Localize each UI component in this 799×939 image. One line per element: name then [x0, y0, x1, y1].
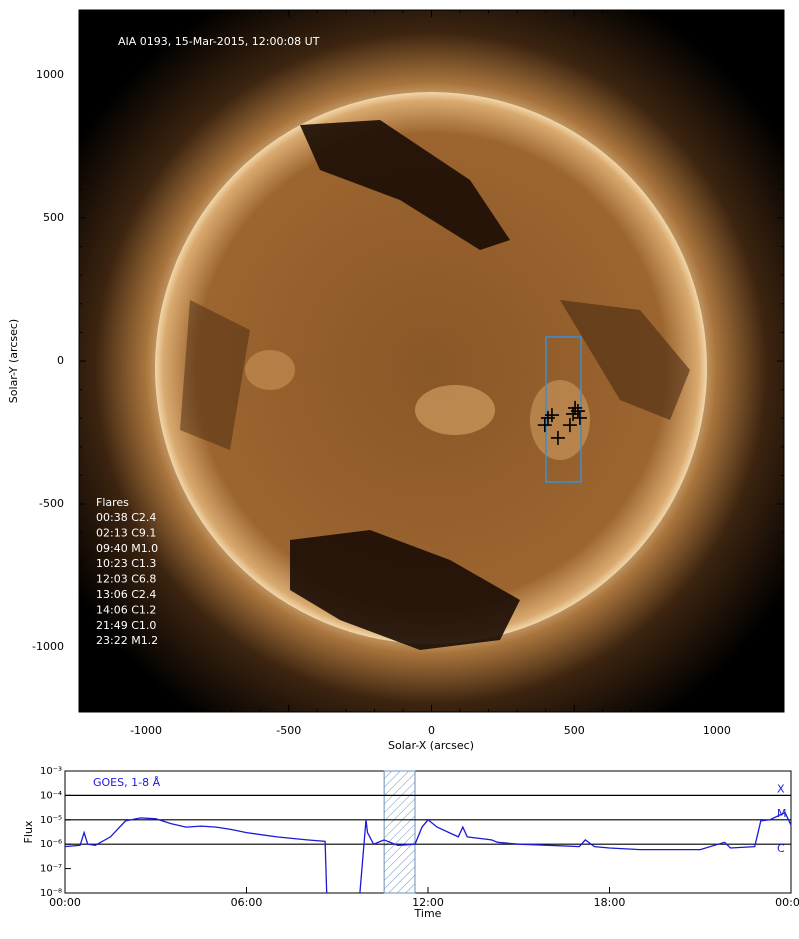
solar-image: [79, 10, 784, 712]
y-tick-label: 10⁻⁸: [40, 888, 62, 899]
bottom-frame: [64, 770, 792, 894]
x-tick-label: 06:00: [231, 896, 263, 909]
flux-line: [64, 811, 792, 894]
flare-entry: 12:03 C6.8: [96, 573, 156, 586]
y-axis-label: Flux: [22, 820, 35, 843]
y-tick-label: 500: [43, 211, 64, 224]
x-tick-label: -1000: [130, 724, 162, 737]
y-tick-label: 0: [57, 354, 64, 367]
y-tick-label: -1000: [32, 640, 64, 653]
shaded-interval: [383, 770, 416, 894]
flare-marker: [568, 400, 583, 415]
flare-entry: 21:49 C1.0: [96, 619, 156, 632]
x-axis-label: Time: [414, 907, 442, 920]
x-tick-label: 12:00: [412, 896, 444, 909]
y-tick-label: -500: [39, 497, 64, 510]
y-tick-label: 10⁻⁵: [40, 815, 62, 826]
class-label: X: [777, 782, 785, 795]
x-tick-label: 00:00: [49, 896, 81, 909]
flare-marker: [537, 418, 552, 433]
x-tick-label: 00:00: [775, 896, 799, 909]
x-tick-label: 1000: [703, 724, 731, 737]
y-tick-label: 10⁻⁶: [40, 839, 62, 850]
flare-marker: [550, 430, 565, 445]
flare-entry: 09:40 M1.0: [96, 542, 158, 555]
class-label: C: [777, 842, 785, 855]
flare-entry: 23:22 M1.2: [96, 634, 158, 647]
flare-marker: [540, 410, 555, 425]
flare-marker: [562, 418, 577, 433]
flare-marker: [570, 404, 585, 419]
y-tick-label: 10⁻³: [40, 766, 62, 777]
flares-title: Flares: [96, 496, 129, 509]
y-axis-label: Solar-Y (arcsec): [7, 319, 20, 403]
x-tick-label: 500: [564, 724, 585, 737]
class-label: M: [777, 807, 787, 820]
x-axis-label: Solar-X (arcsec): [388, 739, 474, 752]
x-tick-label: -500: [276, 724, 301, 737]
region-box: [545, 336, 582, 483]
image-title: AIA 0193, 15-Mar-2015, 12:00:08 UT: [118, 35, 320, 48]
flare-entry: 02:13 C9.1: [96, 526, 156, 539]
flare-entry: 14:06 C1.2: [96, 603, 156, 616]
flare-entry: 13:06 C2.4: [96, 588, 156, 601]
y-tick-label: 10⁻⁷: [40, 864, 62, 875]
flare-marker: [572, 410, 587, 425]
flare-entry: 10:23 C1.3: [96, 557, 156, 570]
y-tick-label: 10⁻⁴: [40, 790, 62, 801]
x-tick-label: 18:00: [594, 896, 626, 909]
y-tick-label: 1000: [36, 68, 64, 81]
legend-label: GOES, 1-8 Å: [93, 776, 161, 789]
flare-entry: 00:38 C2.4: [96, 511, 156, 524]
x-tick-label: 0: [428, 724, 435, 737]
